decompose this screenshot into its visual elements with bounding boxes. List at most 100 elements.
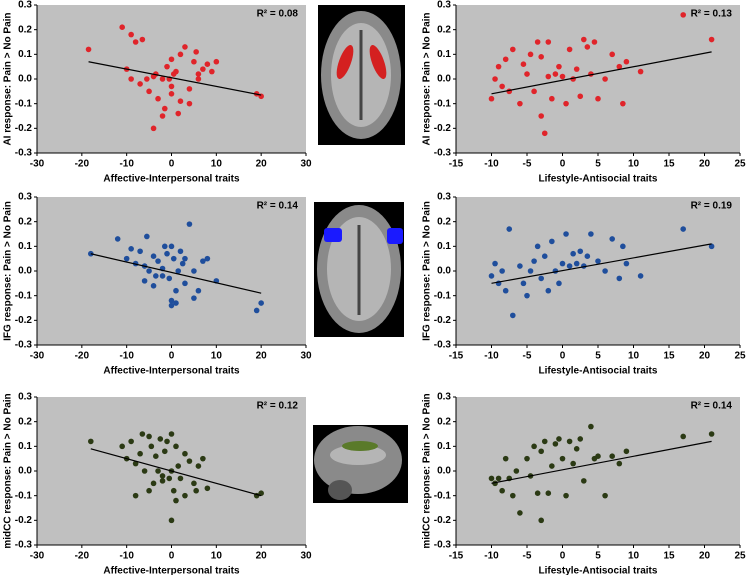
point: [164, 250, 170, 257]
point: [577, 436, 584, 442]
point: [119, 24, 125, 31]
x-tick-label: 20: [256, 159, 268, 170]
point: [132, 460, 139, 467]
point: [609, 51, 615, 58]
point: [581, 478, 587, 484]
point: [708, 431, 715, 437]
point: [541, 130, 548, 137]
point: [506, 226, 513, 232]
point: [556, 436, 562, 442]
point: [595, 453, 601, 460]
point: [175, 268, 182, 274]
point: [680, 433, 686, 440]
plot-area: [456, 197, 740, 345]
point: [168, 302, 175, 309]
point: [191, 295, 197, 301]
point: [200, 66, 206, 72]
point: [146, 268, 152, 274]
y-tick-label: -0.3: [434, 340, 452, 351]
point: [179, 260, 186, 267]
x-tick-label: 0: [560, 159, 566, 170]
point: [616, 460, 623, 467]
x-tick-label: 20: [699, 551, 711, 562]
point: [186, 458, 193, 464]
point: [182, 44, 188, 50]
point: [513, 468, 520, 474]
y-tick-label: 0.1: [437, 49, 451, 60]
point: [155, 95, 161, 102]
point: [488, 95, 495, 102]
point: [563, 231, 569, 237]
point: [182, 450, 188, 457]
point: [146, 433, 152, 440]
point: [139, 36, 146, 43]
x-tick-label: 10: [211, 351, 223, 362]
point: [168, 431, 175, 437]
r-squared: R² = 0.14: [257, 201, 299, 212]
point: [541, 253, 548, 259]
point: [584, 44, 591, 50]
point: [566, 263, 573, 269]
point: [128, 438, 134, 445]
point: [177, 98, 184, 104]
point: [155, 468, 161, 474]
point: [144, 76, 150, 82]
x-tick-label: 20: [699, 351, 711, 362]
trend-line: [491, 243, 712, 284]
point: [499, 268, 505, 274]
point: [168, 517, 175, 524]
scatter-panel: 0.3 0.2 0.1 0.0 -0.1 -0.2 -0.3-30 -20 -10 0 10 20 30…: [3, 192, 312, 377]
r-squared: R² = 0.12: [257, 401, 299, 412]
point: [146, 487, 152, 494]
y-tick-label: -0.1: [434, 98, 452, 109]
point: [534, 243, 541, 250]
point: [128, 76, 134, 82]
x-axis-label: Lifestyle-Antisocial traits: [539, 174, 658, 185]
point: [168, 56, 175, 63]
point: [524, 455, 530, 462]
y-tick-label: -0.2: [15, 123, 33, 134]
point: [573, 66, 580, 72]
point: [177, 51, 184, 58]
point: [538, 517, 544, 524]
y-tick-label: 0.1: [437, 241, 451, 252]
point: [177, 475, 184, 482]
point: [502, 287, 509, 294]
x-tick-label: 15: [663, 351, 675, 362]
point: [258, 300, 264, 306]
point: [708, 243, 715, 250]
scatter-panel: 0.3 0.2 0.1 0.0 -0.1 -0.2 -0.3-30 -20 -10 0 10 20 30…: [3, 0, 312, 185]
y-tick-label: -0.1: [15, 98, 33, 109]
point: [563, 492, 569, 499]
point: [588, 231, 594, 237]
point: [563, 100, 569, 107]
point: [609, 453, 615, 460]
point: [132, 39, 139, 45]
y-axis-label: IFG response: Pain > No Pain: [3, 201, 14, 341]
y-tick-label: 0.1: [18, 49, 32, 60]
point: [680, 12, 686, 18]
roi: [342, 441, 378, 451]
x-tick-label: -15: [449, 159, 464, 170]
point: [150, 283, 157, 289]
point: [570, 250, 576, 257]
roi-left: [336, 44, 354, 80]
point: [510, 46, 516, 53]
point: [191, 480, 197, 487]
point: [531, 443, 537, 450]
brain-axial-ai: [318, 5, 405, 145]
point: [173, 68, 179, 75]
point: [517, 510, 523, 516]
point: [527, 268, 534, 274]
point: [499, 83, 505, 90]
point: [186, 86, 193, 92]
trend-line: [88, 61, 262, 96]
point: [258, 490, 264, 497]
x-tick-label: 0: [169, 159, 175, 170]
point: [588, 423, 594, 430]
point: [204, 61, 211, 67]
y-tick-label: -0.1: [434, 490, 452, 501]
point: [602, 268, 608, 274]
trend-line: [90, 448, 262, 497]
x-axis-label: Affective-Interpersonal traits: [103, 366, 240, 377]
